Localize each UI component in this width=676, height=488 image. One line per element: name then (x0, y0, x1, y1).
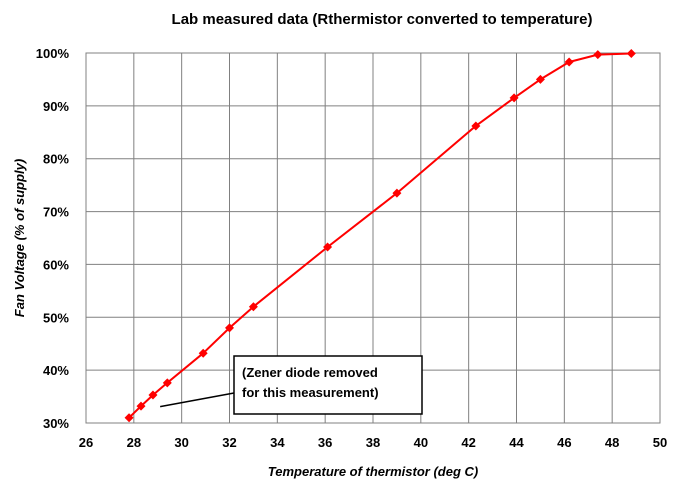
y-tick-label: 60% (43, 257, 69, 272)
y-tick-label: 70% (43, 205, 69, 220)
x-tick-label: 38 (366, 435, 380, 450)
x-tick-label: 48 (605, 435, 619, 450)
x-tick-label: 40 (414, 435, 428, 450)
y-axis-label: Fan Voltage (% of supply) (12, 159, 27, 317)
data-point-marker (124, 413, 134, 423)
x-tick-label: 46 (557, 435, 571, 450)
y-tick-label: 50% (43, 310, 69, 325)
y-tick-label: 90% (43, 99, 69, 114)
x-tick-labels: 26 28 30 32 34 36 38 40 42 44 46 48 50 (79, 435, 667, 450)
annotation-text: (Zener diode removed (242, 365, 378, 380)
data-point-marker (593, 50, 603, 60)
x-tick-label: 26 (79, 435, 93, 450)
data-point-marker (535, 74, 545, 84)
data-point-marker (323, 242, 333, 252)
x-tick-label: 50 (653, 435, 667, 450)
y-tick-label: 40% (43, 363, 69, 378)
series-layer (124, 49, 636, 423)
x-tick-label: 44 (509, 435, 524, 450)
y-tick-label: 80% (43, 152, 69, 167)
x-tick-label: 42 (461, 435, 475, 450)
y-tick-label: 30% (43, 416, 69, 431)
annotation-box (233, 355, 423, 415)
y-tick-label: 100% (36, 46, 70, 61)
x-tick-label: 30 (174, 435, 188, 450)
data-point-marker (198, 348, 208, 358)
chart-title: Lab measured data (Rthermistor converted… (172, 11, 593, 28)
annotation-layer: (Zener diode removed for this measurement… (160, 355, 423, 415)
data-point-marker (148, 390, 158, 400)
x-tick-label: 32 (222, 435, 236, 450)
data-point-marker (136, 401, 146, 411)
data-point-marker (509, 93, 519, 103)
data-point-marker (564, 57, 574, 67)
x-axis-label: Temperature of thermistor (deg C) (268, 464, 478, 479)
data-point-marker (225, 323, 234, 333)
y-tick-labels: 30% 40% 50% 60% 70% 80% 90% 100% (36, 46, 70, 431)
x-tick-label: 28 (127, 435, 141, 450)
data-point-marker (471, 121, 481, 131)
annotation-leader-line (160, 392, 235, 408)
data-point-marker (626, 49, 636, 59)
data-point-marker (162, 378, 172, 388)
data-point-marker (392, 188, 402, 198)
x-tick-label: 34 (270, 435, 285, 450)
annotation-text: for this measurement) (242, 385, 379, 400)
data-point-marker (248, 302, 258, 312)
x-tick-label: 36 (318, 435, 332, 450)
